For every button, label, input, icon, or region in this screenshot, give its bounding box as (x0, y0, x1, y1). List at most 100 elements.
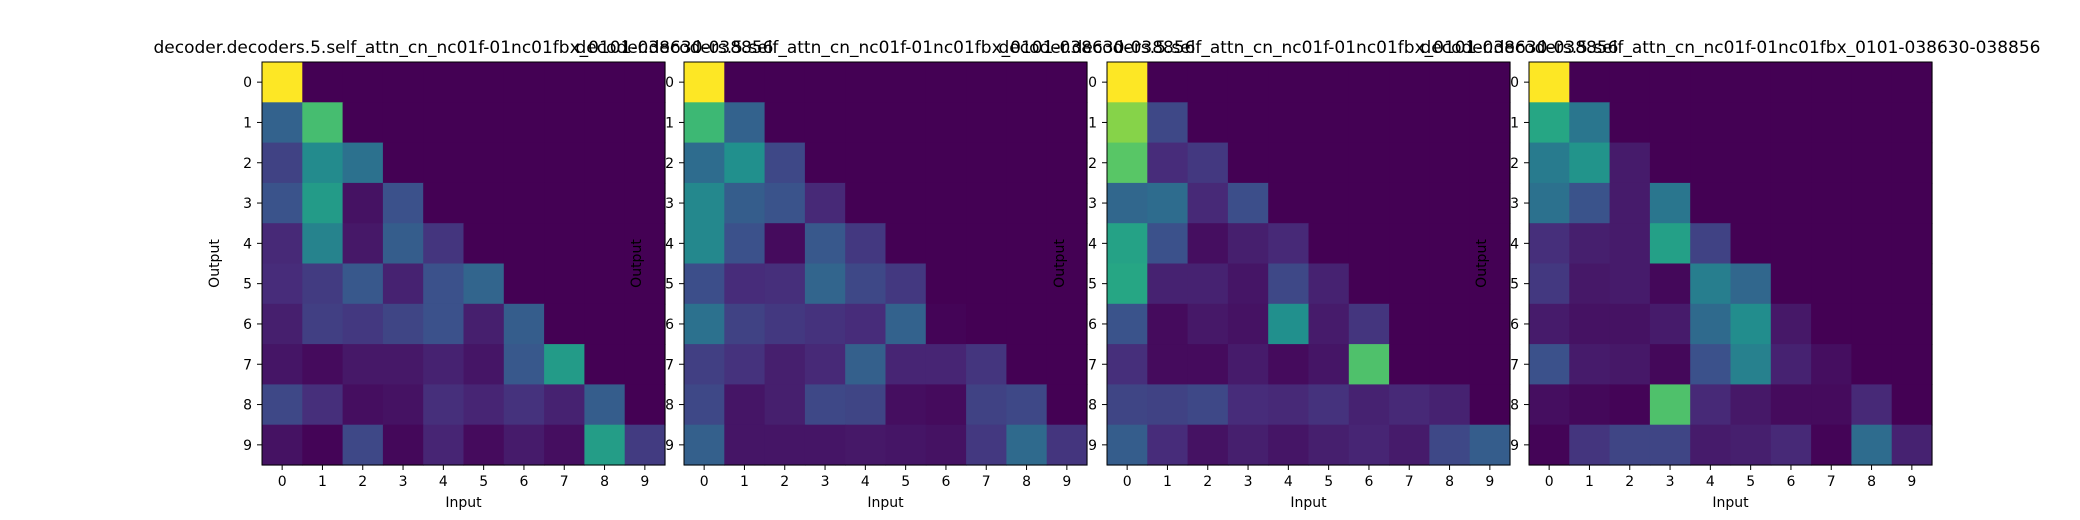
heatmap-cell-r0-c3 (382, 62, 424, 103)
heatmap-cell-r9-c2 (764, 424, 806, 466)
heatmap-cell-r7-c9 (1046, 344, 1088, 385)
heatmap-cell-r8-c6 (925, 384, 967, 426)
heatmap-cell-r6-c8 (584, 303, 626, 345)
heatmap-cell-r0-c8 (1429, 62, 1471, 103)
x-tick-label: 3 (399, 474, 408, 490)
heatmap-cell-r8-c8 (584, 384, 626, 426)
y-tick-label: 1 (665, 115, 674, 131)
heatmap-cell-r0-c1 (302, 62, 344, 103)
heatmap-cell-r8-c2 (1187, 384, 1229, 426)
y-tick-label: 9 (665, 438, 674, 454)
heatmap-cell-r6-c9 (624, 303, 666, 345)
heatmap-cell-r4-c0 (262, 223, 303, 265)
heatmap-cell-r5-c1 (724, 263, 766, 305)
y-tick-label: 4 (243, 236, 252, 252)
heatmap-cell-r4-c3 (1227, 223, 1269, 265)
heatmap-cell-r9-c1 (724, 424, 766, 466)
heatmap-cell-r9-c3 (1649, 424, 1691, 466)
heatmap-cell-r9-c4 (1268, 424, 1310, 466)
heatmap-cell-r6-c7 (1811, 303, 1852, 345)
y-tick-label: 2 (243, 156, 252, 172)
heatmap-cell-r1-c4 (845, 102, 887, 144)
chart-title: decoder.decoders.5.self_attn_cn_nc01f-01… (999, 38, 1619, 58)
heatmap-cell-r3-c2 (1609, 182, 1651, 224)
heatmap-cell-r4-c2 (764, 223, 806, 265)
x-tick-label: 9 (640, 474, 649, 490)
heatmap-cell-r2-c5 (1730, 142, 1772, 184)
heatmap-cell-r7-c2 (342, 344, 384, 385)
heatmap-cell-r1-c7 (1811, 102, 1852, 144)
heatmap-cell-r2-c3 (804, 142, 846, 184)
heatmap-cell-r3-c2 (1187, 182, 1229, 224)
heatmap-cell-r3-c6 (503, 182, 545, 224)
heatmap-cell-r1-c1 (302, 102, 344, 144)
heatmap-cell-r7-c3 (1227, 344, 1269, 385)
y-tick-label: 7 (665, 357, 674, 373)
heatmap-cell-r5-c9 (624, 263, 666, 305)
heatmap-cell-r6-c4 (423, 303, 465, 345)
heatmap-cell-r6-c3 (804, 303, 846, 345)
heatmap-cell-r0-c6 (925, 62, 967, 103)
x-tick-label: 6 (941, 474, 950, 490)
heatmap-cell-r0-c7 (966, 62, 1007, 103)
heatmap-cell-r5-c9 (1891, 263, 1933, 305)
heatmap-cell-r5-c0 (684, 263, 725, 305)
heatmap-cell-r2-c6 (503, 142, 545, 184)
heatmap-cell-r5-c2 (1609, 263, 1651, 305)
heatmap-cell-r9-c9 (1891, 424, 1933, 466)
heatmap-cell-r1-c2 (764, 102, 806, 144)
heatmap-cell-r5-c5 (463, 263, 505, 305)
heatmap-cell-r0-c0 (1107, 62, 1148, 103)
heatmap-cell-r2-c4 (423, 142, 465, 184)
heatmap-cell-r7-c8 (1429, 344, 1471, 385)
heatmap-cell-r5-c6 (1348, 263, 1390, 305)
chart-title: decoder.decoders.5.self_attn_cn_nc01f-01… (1421, 38, 2041, 58)
heatmap-cell-r9-c1 (302, 424, 344, 466)
heatmap-cell-r4-c6 (503, 223, 545, 265)
heatmap-cell-r4-c7 (966, 223, 1007, 265)
heatmap-cell-r3-c0 (1107, 182, 1148, 224)
heatmap-cell-r3-c3 (382, 182, 424, 224)
heatmap-cell-r1-c4 (423, 102, 465, 144)
heatmap-cell-r3-c6 (925, 182, 967, 224)
x-tick-label: 7 (560, 474, 569, 490)
heatmap-cell-r7-c4 (1268, 344, 1310, 385)
heatmap-cell-r8-c3 (1227, 384, 1269, 426)
heatmap-cell-r1-c2 (342, 102, 384, 144)
heatmap-cell-r9-c7 (966, 424, 1007, 466)
heatmap-cell-r8-c4 (423, 384, 465, 426)
heatmap-panel-1: 0 1 2 3 4 5 6 7 8 9 0 1 2 3 4 5 6 7 8 9 Input Output decoder.d… (154, 38, 774, 511)
x-tick-label: 2 (1203, 474, 1212, 490)
heatmap-cell-r7-c8 (584, 344, 626, 385)
x-tick-label: 9 (1485, 474, 1494, 490)
heatmap-cell-r5-c1 (302, 263, 344, 305)
heatmap-cell-r2-c2 (1609, 142, 1651, 184)
heatmap-cell-r9-c5 (885, 424, 927, 466)
x-tick-label: 7 (982, 474, 991, 490)
heatmap-cell-r8-c5 (1308, 384, 1350, 426)
heatmap-cell-r4-c8 (584, 223, 626, 265)
heatmap-cell-r8-c9 (624, 384, 666, 426)
heatmap-cell-r9-c5 (463, 424, 505, 466)
heatmap-cell-r6-c6 (925, 303, 967, 345)
y-tick-label: 2 (1510, 156, 1519, 172)
heatmap-cell-r1-c9 (1046, 102, 1088, 144)
heatmap-cell-r2-c4 (1268, 142, 1310, 184)
heatmap-cell-r4-c1 (724, 223, 766, 265)
heatmap-cell-r5-c7 (1389, 263, 1430, 305)
heatmap-cell-r9-c0 (1107, 424, 1148, 466)
heatmap-cell-r0-c6 (1348, 62, 1390, 103)
x-tick-label: 4 (1284, 474, 1293, 490)
heatmap-cell-r1-c6 (503, 102, 545, 144)
heatmap-cell-r6-c0 (1529, 303, 1570, 345)
x-tick-label: 2 (1625, 474, 1634, 490)
heatmap-cell-r2-c0 (262, 142, 303, 184)
heatmap-cell-r5-c5 (885, 263, 927, 305)
heatmap-cell-r6-c2 (1609, 303, 1651, 345)
heatmap-cell-r5-c8 (1006, 263, 1048, 305)
heatmap-cell-r1-c8 (1006, 102, 1048, 144)
heatmap-cell-r0-c7 (544, 62, 585, 103)
y-tick-label: 8 (665, 398, 674, 414)
heatmap-cell-r4-c9 (1469, 223, 1511, 265)
y-tick-label: 6 (665, 317, 674, 333)
